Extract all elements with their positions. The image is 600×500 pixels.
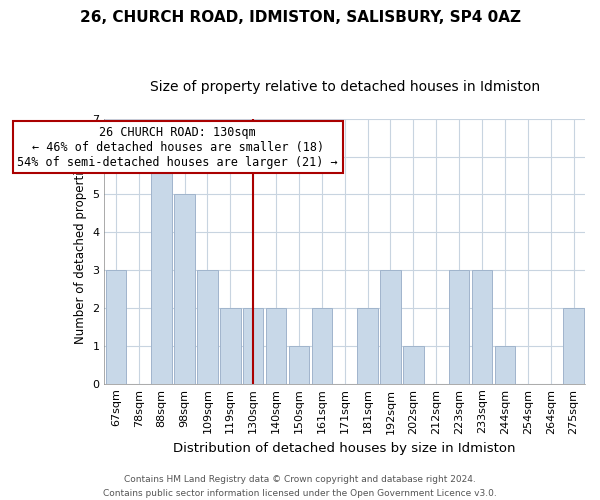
Bar — [197, 270, 218, 384]
Bar — [174, 194, 195, 384]
Title: Size of property relative to detached houses in Idmiston: Size of property relative to detached ho… — [149, 80, 540, 94]
Bar — [266, 308, 286, 384]
Bar — [472, 270, 493, 384]
Y-axis label: Number of detached properties: Number of detached properties — [74, 158, 87, 344]
Text: 26, CHURCH ROAD, IDMISTON, SALISBURY, SP4 0AZ: 26, CHURCH ROAD, IDMISTON, SALISBURY, SP… — [79, 10, 521, 25]
Bar — [380, 270, 401, 384]
Text: 26 CHURCH ROAD: 130sqm
← 46% of detached houses are smaller (18)
54% of semi-det: 26 CHURCH ROAD: 130sqm ← 46% of detached… — [17, 126, 338, 168]
Bar — [289, 346, 309, 384]
Text: Contains HM Land Registry data © Crown copyright and database right 2024.
Contai: Contains HM Land Registry data © Crown c… — [103, 476, 497, 498]
Bar — [358, 308, 378, 384]
Bar — [494, 346, 515, 384]
Bar — [243, 308, 263, 384]
Bar — [563, 308, 584, 384]
Bar — [151, 156, 172, 384]
Bar — [449, 270, 469, 384]
Bar — [403, 346, 424, 384]
X-axis label: Distribution of detached houses by size in Idmiston: Distribution of detached houses by size … — [173, 442, 516, 455]
Bar — [311, 308, 332, 384]
Bar — [106, 270, 126, 384]
Bar — [220, 308, 241, 384]
